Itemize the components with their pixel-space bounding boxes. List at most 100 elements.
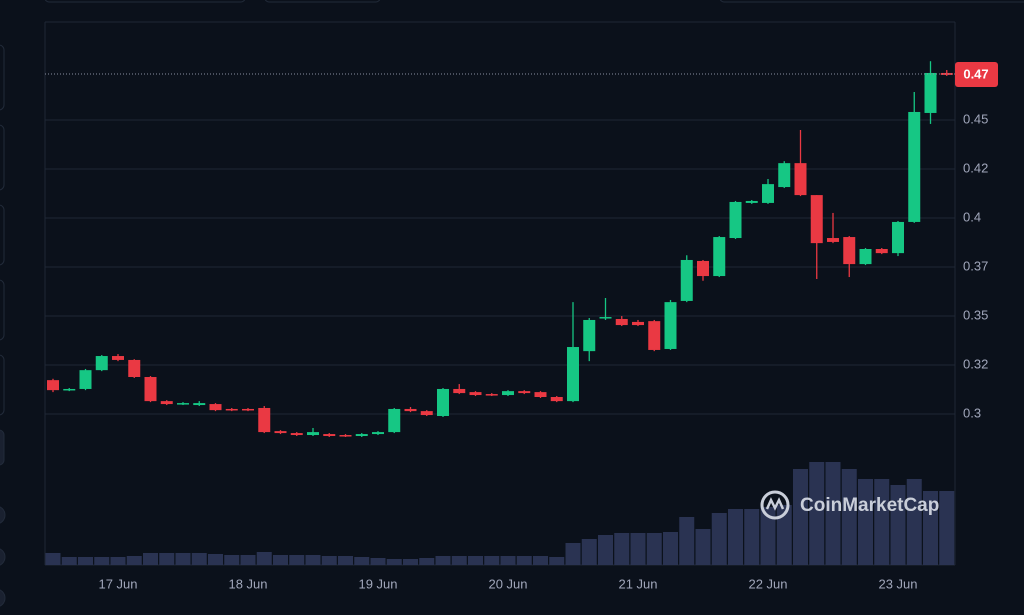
candle-body (47, 380, 59, 391)
volume-bar (549, 557, 565, 565)
x-tick-label: 20 Jun (488, 576, 527, 591)
volume-bar (435, 556, 451, 565)
volume-bar (468, 556, 483, 565)
volume-bar (305, 555, 321, 565)
toolbar (0, 44, 6, 607)
candle-body (713, 237, 726, 277)
volume-bar (273, 555, 288, 565)
volume-bar (581, 539, 597, 565)
tool-button[interactable] (0, 589, 6, 607)
candle-body (550, 397, 563, 402)
candle-body (697, 260, 709, 277)
candle-body (437, 388, 449, 417)
candle-body (859, 249, 872, 265)
volume-bar (78, 557, 93, 565)
candle-body (583, 319, 596, 352)
tool-button[interactable] (0, 429, 5, 466)
x-tick-label: 23 Jun (878, 576, 917, 591)
volume-bar (923, 491, 938, 565)
candle-body (843, 237, 856, 265)
candle-body (892, 221, 904, 254)
tool-button[interactable] (0, 548, 6, 566)
candle-body (794, 163, 807, 196)
tool-button[interactable] (0, 124, 5, 191)
y-tick-label: 0.35 (963, 307, 988, 322)
tool-button[interactable] (0, 279, 5, 341)
candle-body (420, 411, 433, 416)
candle-body (810, 195, 823, 244)
candle-body (680, 259, 693, 301)
volume-bar (858, 479, 873, 565)
x-tick-label: 18 Jun (228, 576, 267, 591)
tool-button[interactable] (0, 506, 6, 524)
candle-body (908, 111, 921, 222)
y-tick-label: 0.42 (963, 160, 988, 175)
candle-body (453, 388, 466, 394)
volume-bar (679, 517, 695, 565)
volume-bar (939, 491, 955, 565)
candle-body (729, 201, 742, 239)
volume-bar (890, 485, 906, 565)
volume-bar (451, 556, 467, 565)
x-tick-label: 17 Jun (98, 576, 137, 591)
volume-bar (338, 556, 353, 565)
candle-body (274, 431, 287, 434)
candle-body (323, 434, 336, 437)
candle-body (875, 249, 888, 254)
tool-button[interactable] (0, 354, 5, 416)
volume-bar (711, 513, 727, 565)
volume-bar (208, 554, 223, 565)
candle-body (567, 347, 579, 402)
candle-body (177, 403, 189, 405)
volume-bar (809, 462, 825, 565)
volume-bar (289, 555, 305, 565)
tab[interactable] (719, 0, 1024, 3)
candle-body (355, 434, 368, 437)
volume-bar (598, 535, 613, 565)
candle-body (534, 392, 547, 398)
volume-bar (500, 556, 516, 565)
volume-bar (110, 557, 126, 565)
volume-bar (240, 555, 256, 565)
watermark: CoinMarketCap (760, 490, 939, 520)
watermark-logo (765, 497, 785, 511)
volume-bar (143, 553, 158, 565)
x-tick-label: 19 Jun (358, 576, 397, 591)
watermark-logo (760, 490, 790, 520)
candle-body (258, 407, 271, 433)
volume-bar (663, 532, 678, 565)
x-tick-label: 21 Jun (618, 576, 657, 591)
volume-bar (825, 462, 841, 565)
volume-bar (61, 557, 77, 565)
candle-body (599, 317, 612, 319)
volume-bar (874, 479, 890, 565)
tool-button[interactable] (0, 204, 5, 266)
watermark-text: CoinMarketCap (800, 495, 939, 516)
y-tick-label: 0.37 (963, 258, 988, 273)
candle-body (518, 391, 531, 394)
tool-button[interactable] (0, 44, 5, 111)
tab[interactable] (264, 0, 381, 3)
volume-bar (224, 555, 240, 565)
candle-body (372, 432, 384, 435)
tab[interactable] (44, 0, 246, 3)
candle-body (160, 401, 173, 405)
candle-body (827, 238, 839, 242)
volume-bar (906, 479, 922, 565)
candle-body (128, 359, 141, 378)
candle-body (339, 435, 352, 437)
volume-bar (695, 529, 711, 565)
candle-body (193, 403, 206, 406)
volume-bar (565, 543, 581, 565)
volume-bar (419, 558, 435, 565)
x-tick-label: 22 Jun (748, 576, 787, 591)
candle-body (940, 72, 953, 75)
last-price-label: 0.47 (963, 66, 988, 81)
volume-bar (516, 556, 532, 565)
volume-bar (321, 556, 337, 565)
candle-body (664, 302, 677, 349)
y-tick-label: 0.4 (963, 209, 981, 224)
candle-body (225, 408, 238, 411)
